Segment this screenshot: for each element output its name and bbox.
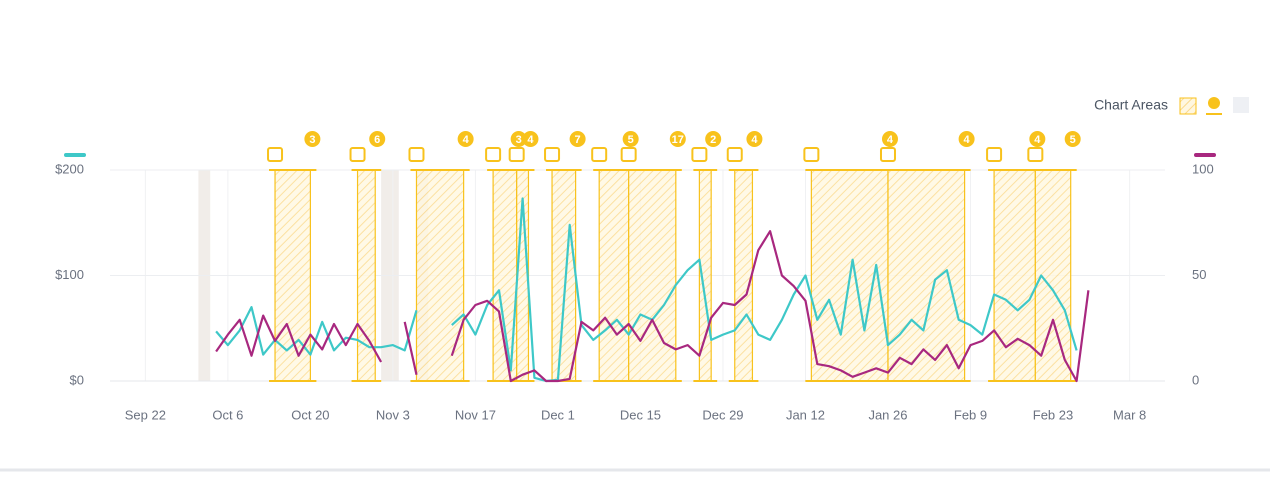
chart-area-icon <box>349 147 366 162</box>
right-axis-key <box>1194 153 1216 157</box>
areas-legend-icons <box>1179 97 1249 115</box>
areas-label: Chart Areas <box>1094 97 1168 113</box>
x-tick-label: Jan 12 <box>786 407 825 422</box>
chart-area-icon <box>803 147 820 162</box>
y2-tick-label: 50 <box>1192 267 1206 282</box>
chart-area-badge <box>1064 131 1081 147</box>
chart-area-badge <box>304 131 321 147</box>
chart-area-badge <box>958 131 975 147</box>
chart-area-band <box>734 170 753 381</box>
series-line <box>215 230 1090 383</box>
chart-area-count: 4 <box>1034 134 1041 146</box>
y-tick-label: $200 <box>55 161 84 176</box>
chart-area-badge <box>510 131 527 147</box>
chart-area-band <box>416 170 464 381</box>
chart-area-band <box>357 170 376 381</box>
y2-tick-label: 0 <box>1192 372 1199 387</box>
chart-area: 6 <box>349 131 386 382</box>
chart-area-badge <box>669 131 686 147</box>
x-tick-label: Nov 17 <box>455 407 496 422</box>
chart-area-icon <box>691 147 708 162</box>
x-tick-label: Jan 26 <box>868 407 907 422</box>
chart-area-badge <box>569 131 586 147</box>
chart-area: 3 <box>485 131 527 382</box>
chart-area-badge <box>622 131 639 147</box>
chart-area-icon <box>544 147 561 162</box>
chart-area-count: 4 <box>751 134 758 146</box>
left-axis-key <box>64 153 86 157</box>
chart-area-count: 4 <box>463 134 470 146</box>
chart-area-count: 4 <box>527 134 534 146</box>
chart-area-icon <box>508 147 525 162</box>
x-tick-label: Dec 29 <box>702 407 743 422</box>
chart-area-icon <box>267 147 284 162</box>
chart-area-icon <box>485 147 502 162</box>
x-tick-label: Oct 20 <box>291 407 329 422</box>
chart-area-icon <box>591 147 608 162</box>
chart-area-count: 4 <box>964 134 971 146</box>
chart-area-icon <box>726 147 743 162</box>
chart-area-badge <box>369 131 386 147</box>
chart-area-count: 6 <box>374 134 380 146</box>
chart-area-count: 5 <box>1070 134 1076 146</box>
chart-area-badge <box>705 131 722 147</box>
chart-area-band <box>552 170 576 381</box>
chart-area-band <box>599 170 629 381</box>
chart-area-count: 3 <box>309 134 315 146</box>
y-tick-label: $0 <box>70 372 84 387</box>
chart-area-badge <box>457 131 474 147</box>
chart-area-band <box>699 170 712 381</box>
chart-area-badge <box>522 131 539 147</box>
x-tick-label: Feb 23 <box>1033 407 1073 422</box>
chart-area: 2 <box>691 131 722 382</box>
y2-tick-label: 100 <box>1192 161 1214 176</box>
chart-area: 5 <box>591 131 639 382</box>
chart-area-badge <box>746 131 763 147</box>
chart-area-icon <box>879 147 896 162</box>
x-tick-label: Oct 6 <box>212 407 243 422</box>
chart-area-icon <box>408 147 425 162</box>
x-tick-label: Nov 3 <box>376 407 410 422</box>
chart-area: 4 <box>726 131 763 382</box>
chart-area-count: 2 <box>710 134 716 146</box>
x-tick-label: Mar 8 <box>1113 407 1146 422</box>
y-tick-label: $100 <box>55 267 84 282</box>
chart-area-badge <box>1029 131 1046 147</box>
chart-area-count: 17 <box>672 134 684 146</box>
chart-area-count: 5 <box>628 134 634 146</box>
chart-area-icon <box>620 147 637 162</box>
x-tick-label: Feb 9 <box>954 407 987 422</box>
chart-area-icon <box>1027 147 1044 162</box>
chart-area-band <box>887 170 965 381</box>
chart-area-count: 4 <box>887 134 894 146</box>
chart-area: 4 <box>803 131 898 382</box>
chart-area-band <box>493 170 517 381</box>
chart-area-badge <box>881 131 898 147</box>
chart-area-icon <box>986 147 1003 162</box>
chart-area-band <box>516 170 529 381</box>
x-tick-label: Dec 1 <box>541 407 575 422</box>
chart-area-band <box>994 170 1036 381</box>
chart-area-count: 3 <box>516 134 522 146</box>
chart-area-band <box>628 170 676 381</box>
chart-area-count: 7 <box>575 134 581 146</box>
x-tick-label: Sep 22 <box>125 407 166 422</box>
x-tick-label: Dec 15 <box>620 407 661 422</box>
